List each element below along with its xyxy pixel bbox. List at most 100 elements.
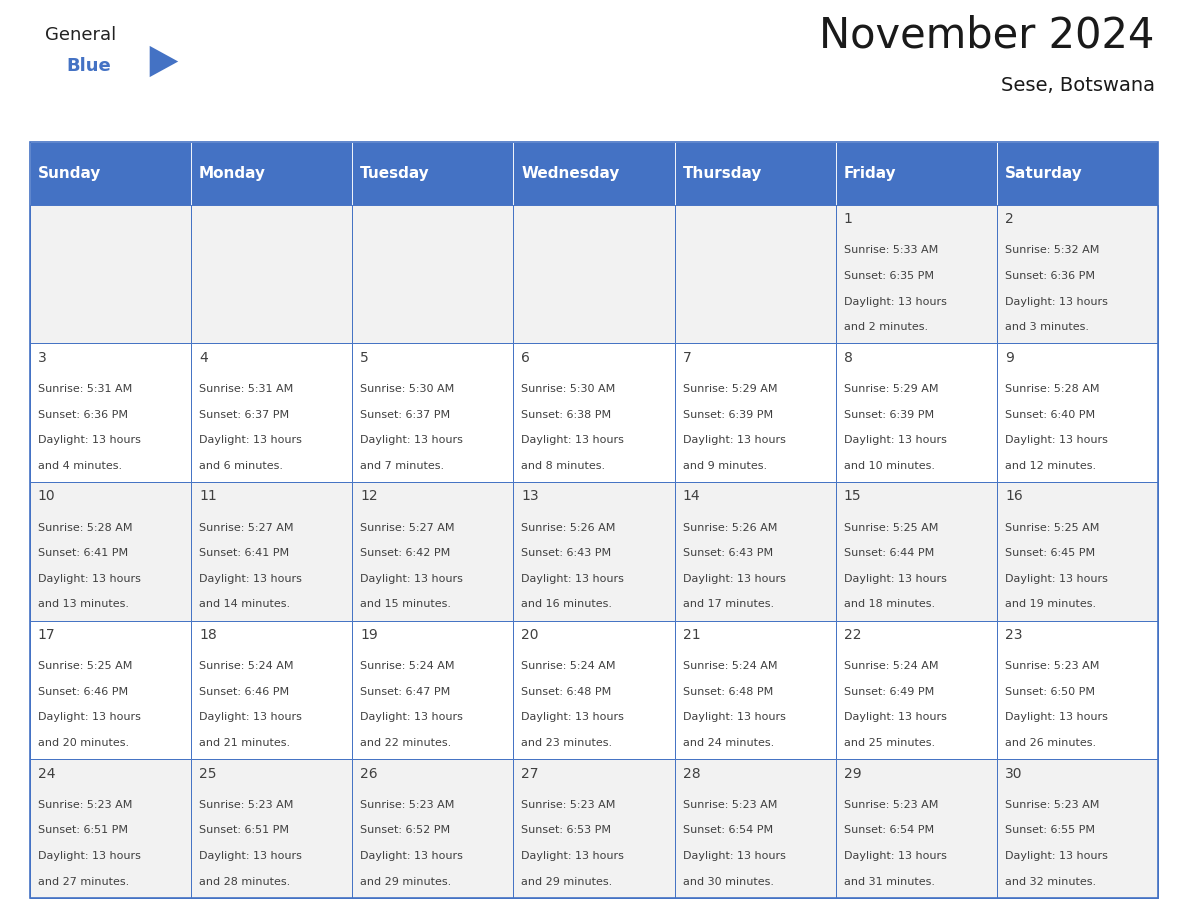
Text: 5: 5	[360, 351, 369, 364]
Text: Sunset: 6:41 PM: Sunset: 6:41 PM	[198, 548, 289, 558]
Text: 21: 21	[683, 628, 700, 642]
Bar	[191, 621, 352, 759]
Text: 22: 22	[843, 628, 861, 642]
Text: and 6 minutes.: and 6 minutes.	[198, 461, 283, 471]
Text: Sunset: 6:45 PM: Sunset: 6:45 PM	[1005, 548, 1095, 558]
Text: Daylight: 13 hours: Daylight: 13 hours	[38, 435, 140, 445]
Text: 11: 11	[198, 489, 216, 503]
Text: Sunset: 6:44 PM: Sunset: 6:44 PM	[843, 548, 934, 558]
Text: Daylight: 13 hours: Daylight: 13 hours	[360, 712, 463, 722]
Text: Daylight: 13 hours: Daylight: 13 hours	[1005, 851, 1108, 861]
Text: Sunrise: 5:26 AM: Sunrise: 5:26 AM	[683, 522, 777, 532]
Text: 29: 29	[843, 767, 861, 780]
Text: Sunset: 6:38 PM: Sunset: 6:38 PM	[522, 409, 612, 420]
Text: 1: 1	[843, 212, 853, 226]
Text: and 9 minutes.: and 9 minutes.	[683, 461, 766, 471]
Bar	[30, 621, 191, 759]
Text: 26: 26	[360, 767, 378, 780]
Bar	[836, 343, 997, 482]
Text: Sunset: 6:35 PM: Sunset: 6:35 PM	[843, 271, 934, 281]
Text: Sunrise: 5:23 AM: Sunrise: 5:23 AM	[522, 800, 615, 810]
Text: Sunrise: 5:23 AM: Sunrise: 5:23 AM	[1005, 800, 1100, 810]
Text: Sunrise: 5:23 AM: Sunrise: 5:23 AM	[38, 800, 132, 810]
Text: Sunrise: 5:30 AM: Sunrise: 5:30 AM	[522, 384, 615, 394]
Text: Sunset: 6:41 PM: Sunset: 6:41 PM	[38, 548, 128, 558]
Text: and 12 minutes.: and 12 minutes.	[1005, 461, 1097, 471]
Text: 4: 4	[198, 351, 208, 364]
Text: Sunrise: 5:23 AM: Sunrise: 5:23 AM	[360, 800, 455, 810]
Text: Sunset: 6:51 PM: Sunset: 6:51 PM	[38, 825, 128, 835]
Bar	[30, 759, 191, 898]
Bar	[352, 205, 513, 343]
Text: 30: 30	[1005, 767, 1023, 780]
Text: 17: 17	[38, 628, 56, 642]
Text: 8: 8	[843, 351, 853, 364]
Text: Tuesday: Tuesday	[360, 166, 430, 181]
Text: and 20 minutes.: and 20 minutes.	[38, 738, 128, 748]
Text: Thursday: Thursday	[683, 166, 762, 181]
Text: Daylight: 13 hours: Daylight: 13 hours	[198, 435, 302, 445]
Text: Daylight: 13 hours: Daylight: 13 hours	[1005, 712, 1108, 722]
Text: Daylight: 13 hours: Daylight: 13 hours	[198, 574, 302, 584]
Text: Daylight: 13 hours: Daylight: 13 hours	[843, 712, 947, 722]
Bar	[513, 205, 675, 343]
Text: Sunset: 6:36 PM: Sunset: 6:36 PM	[38, 409, 128, 420]
Bar	[352, 759, 513, 898]
Text: Sunset: 6:43 PM: Sunset: 6:43 PM	[683, 548, 773, 558]
Text: Friday: Friday	[843, 166, 897, 181]
Text: Sunset: 6:37 PM: Sunset: 6:37 PM	[360, 409, 450, 420]
Text: Saturday: Saturday	[1005, 166, 1083, 181]
Text: Daylight: 13 hours: Daylight: 13 hours	[522, 851, 625, 861]
Text: Sunrise: 5:24 AM: Sunrise: 5:24 AM	[360, 661, 455, 671]
Text: Daylight: 13 hours: Daylight: 13 hours	[38, 851, 140, 861]
Text: Sunrise: 5:29 AM: Sunrise: 5:29 AM	[843, 384, 939, 394]
Text: and 14 minutes.: and 14 minutes.	[198, 599, 290, 610]
Text: Sunrise: 5:27 AM: Sunrise: 5:27 AM	[360, 522, 455, 532]
Text: and 15 minutes.: and 15 minutes.	[360, 599, 451, 610]
Text: Sunset: 6:50 PM: Sunset: 6:50 PM	[1005, 687, 1095, 697]
Bar	[513, 142, 675, 205]
Text: Sunrise: 5:31 AM: Sunrise: 5:31 AM	[198, 384, 293, 394]
Text: 28: 28	[683, 767, 700, 780]
Text: Sunset: 6:39 PM: Sunset: 6:39 PM	[843, 409, 934, 420]
Bar	[513, 482, 675, 621]
Bar	[836, 759, 997, 898]
Bar	[191, 142, 352, 205]
Text: and 4 minutes.: and 4 minutes.	[38, 461, 122, 471]
Text: and 25 minutes.: and 25 minutes.	[843, 738, 935, 748]
Text: Daylight: 13 hours: Daylight: 13 hours	[1005, 297, 1108, 307]
Bar	[191, 482, 352, 621]
Bar	[675, 205, 836, 343]
Text: and 31 minutes.: and 31 minutes.	[843, 877, 935, 887]
Bar	[352, 482, 513, 621]
Text: Sunrise: 5:24 AM: Sunrise: 5:24 AM	[683, 661, 777, 671]
Bar	[352, 621, 513, 759]
Bar	[675, 759, 836, 898]
Bar	[997, 142, 1158, 205]
Text: Sunset: 6:55 PM: Sunset: 6:55 PM	[1005, 825, 1095, 835]
Text: Daylight: 13 hours: Daylight: 13 hours	[38, 574, 140, 584]
Text: 7: 7	[683, 351, 691, 364]
Text: Daylight: 13 hours: Daylight: 13 hours	[683, 574, 785, 584]
Bar	[513, 621, 675, 759]
Text: and 16 minutes.: and 16 minutes.	[522, 599, 613, 610]
Text: and 8 minutes.: and 8 minutes.	[522, 461, 606, 471]
Bar	[997, 621, 1158, 759]
Text: and 29 minutes.: and 29 minutes.	[522, 877, 613, 887]
Bar	[836, 621, 997, 759]
Text: Sunrise: 5:24 AM: Sunrise: 5:24 AM	[522, 661, 615, 671]
Text: and 10 minutes.: and 10 minutes.	[843, 461, 935, 471]
Text: General: General	[45, 26, 116, 44]
Bar	[513, 759, 675, 898]
Bar	[675, 482, 836, 621]
Text: and 17 minutes.: and 17 minutes.	[683, 599, 773, 610]
Bar	[675, 343, 836, 482]
Text: Daylight: 13 hours: Daylight: 13 hours	[1005, 435, 1108, 445]
Text: Daylight: 13 hours: Daylight: 13 hours	[1005, 574, 1108, 584]
Text: and 19 minutes.: and 19 minutes.	[1005, 599, 1097, 610]
Text: November 2024: November 2024	[820, 15, 1155, 57]
Bar	[675, 621, 836, 759]
Text: Daylight: 13 hours: Daylight: 13 hours	[360, 851, 463, 861]
Text: Sunset: 6:54 PM: Sunset: 6:54 PM	[683, 825, 773, 835]
Text: Sunset: 6:42 PM: Sunset: 6:42 PM	[360, 548, 450, 558]
